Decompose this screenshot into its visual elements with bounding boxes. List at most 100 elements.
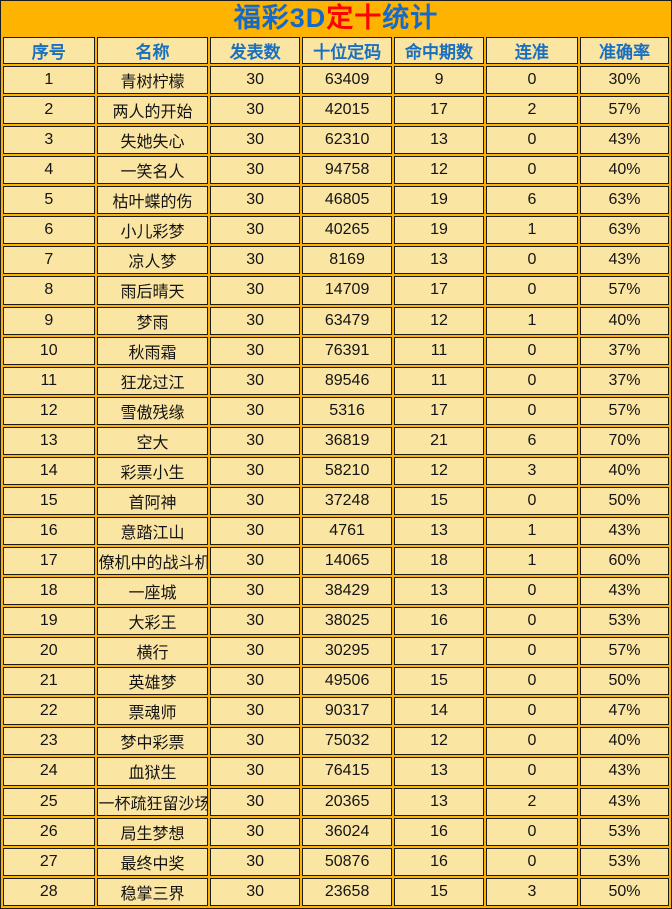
cell-seq: 6 (3, 216, 95, 245)
table-row: 18 一座城 30 38429 13 0 43% (3, 577, 669, 606)
cell-posts: 30 (210, 246, 300, 275)
cell-posts: 30 (210, 577, 300, 606)
cell-accuracy: 30% (580, 66, 669, 95)
cell-code: 23658 (301, 877, 393, 906)
table-row: 10 秋雨霜 30 76391 11 0 37% (3, 336, 669, 365)
cell-hits: 12 (394, 156, 484, 185)
cell-posts: 30 (210, 66, 300, 95)
cell-hits: 13 (394, 757, 484, 786)
cell-posts: 30 (210, 607, 300, 636)
cell-hits: 17 (394, 96, 484, 125)
cell-posts: 30 (210, 216, 300, 245)
cell-hits: 12 (394, 306, 484, 335)
cell-accuracy: 53% (580, 607, 669, 636)
cell-name: 横行 (96, 637, 209, 666)
cell-hits: 12 (394, 456, 484, 485)
cell-accuracy: 57% (580, 276, 669, 305)
table-row: 14 彩票小生 30 58210 12 3 40% (3, 456, 669, 485)
cell-seq: 18 (3, 577, 95, 606)
cell-hits: 15 (394, 877, 484, 906)
cell-accuracy: 63% (580, 186, 669, 215)
table-row: 19 大彩王 30 38025 16 0 53% (3, 607, 669, 636)
cell-accuracy: 40% (580, 456, 669, 485)
cell-streak: 0 (485, 697, 579, 726)
cell-posts: 30 (210, 96, 300, 125)
cell-streak: 0 (485, 607, 579, 636)
cell-posts: 30 (210, 697, 300, 726)
table-row: 9 梦雨 30 63479 12 1 40% (3, 306, 669, 335)
cell-name: 空大 (96, 426, 209, 455)
cell-streak: 0 (485, 156, 579, 185)
cell-seq: 16 (3, 516, 95, 545)
column-header-4: 命中期数 (394, 37, 484, 64)
cell-posts: 30 (210, 787, 300, 816)
cell-seq: 17 (3, 547, 95, 576)
cell-hits: 9 (394, 66, 484, 95)
cell-name: 枯叶蝶的伤 (96, 186, 209, 215)
cell-hits: 13 (394, 787, 484, 816)
table-row: 8 雨后晴天 30 14709 17 0 57% (3, 276, 669, 305)
cell-seq: 26 (3, 817, 95, 846)
table-row: 16 意踏江山 30 4761 13 1 43% (3, 516, 669, 545)
table-row: 2 两人的开始 30 42015 17 2 57% (3, 96, 669, 125)
cell-seq: 22 (3, 697, 95, 726)
cell-seq: 1 (3, 66, 95, 95)
table-row: 5 枯叶蝶的伤 30 46805 19 6 63% (3, 186, 669, 215)
cell-accuracy: 43% (580, 787, 669, 816)
cell-seq: 24 (3, 757, 95, 786)
table-row: 26 局生梦想 30 36024 16 0 53% (3, 817, 669, 846)
cell-hits: 21 (394, 426, 484, 455)
table-row: 12 雪傲残缘 30 5316 17 0 57% (3, 396, 669, 425)
cell-code: 36819 (301, 426, 393, 455)
cell-seq: 28 (3, 877, 95, 906)
table-row: 22 票魂师 30 90317 14 0 47% (3, 697, 669, 726)
cell-hits: 15 (394, 667, 484, 696)
cell-streak: 3 (485, 877, 579, 906)
cell-code: 76415 (301, 757, 393, 786)
cell-name: 首阿神 (96, 486, 209, 515)
cell-posts: 30 (210, 456, 300, 485)
cell-accuracy: 50% (580, 667, 669, 696)
table-row: 17 僚机中的战斗机 30 14065 18 1 60% (3, 547, 669, 576)
table-row: 7 凉人梦 30 8169 13 0 43% (3, 246, 669, 275)
cell-seq: 20 (3, 637, 95, 666)
cell-streak: 1 (485, 306, 579, 335)
cell-accuracy: 40% (580, 156, 669, 185)
cell-seq: 11 (3, 366, 95, 395)
cell-streak: 0 (485, 667, 579, 696)
cell-name: 大彩王 (96, 607, 209, 636)
cell-accuracy: 40% (580, 306, 669, 335)
table-row: 11 狂龙过江 30 89546 11 0 37% (3, 366, 669, 395)
cell-hits: 17 (394, 276, 484, 305)
cell-hits: 11 (394, 336, 484, 365)
table-row: 13 空大 30 36819 21 6 70% (3, 426, 669, 455)
cell-posts: 30 (210, 847, 300, 876)
table-row: 6 小儿彩梦 30 40265 19 1 63% (3, 216, 669, 245)
cell-code: 89546 (301, 366, 393, 395)
cell-name: 一杯疏狂留沙场 (96, 787, 209, 816)
cell-code: 38025 (301, 607, 393, 636)
cell-hits: 16 (394, 847, 484, 876)
cell-accuracy: 43% (580, 126, 669, 155)
cell-code: 42015 (301, 96, 393, 125)
table-row: 28 稳掌三界 30 23658 15 3 50% (3, 877, 669, 906)
cell-name: 秋雨霜 (96, 336, 209, 365)
cell-streak: 2 (485, 787, 579, 816)
cell-hits: 14 (394, 697, 484, 726)
cell-posts: 30 (210, 877, 300, 906)
cell-posts: 30 (210, 667, 300, 696)
cell-streak: 0 (485, 577, 579, 606)
cell-code: 90317 (301, 697, 393, 726)
cell-code: 4761 (301, 516, 393, 545)
cell-accuracy: 53% (580, 847, 669, 876)
cell-streak: 0 (485, 246, 579, 275)
cell-accuracy: 43% (580, 577, 669, 606)
cell-code: 40265 (301, 216, 393, 245)
cell-streak: 0 (485, 276, 579, 305)
stats-table: 序号 名称 发表数 十位定码 命中期数 连准 准确率 1 青树柠檬 30 63409 9 0 30% 2 两… (1, 35, 671, 908)
column-header-5: 连准 (485, 37, 579, 64)
cell-seq: 14 (3, 456, 95, 485)
cell-seq: 8 (3, 276, 95, 305)
cell-posts: 30 (210, 727, 300, 756)
cell-streak: 0 (485, 727, 579, 756)
